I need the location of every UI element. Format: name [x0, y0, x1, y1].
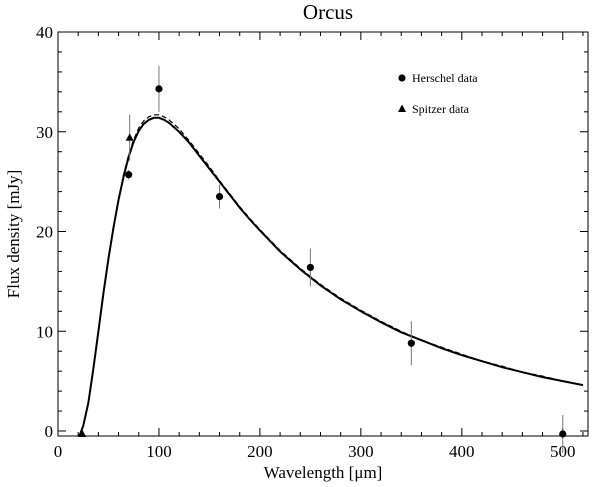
y-tick-label: 40: [36, 23, 53, 42]
legend-marker-herschel: [398, 74, 406, 82]
x-axis: 0 100 200 300 400 500: [54, 32, 584, 461]
legend-item-herschel: Herschel data: [398, 71, 478, 85]
spitzer-point: [125, 133, 134, 141]
y-axis-label: Flux density [mJy]: [4, 170, 23, 298]
x-tick-label: 200: [247, 442, 273, 461]
y-axis: 0 10 20 30 40: [36, 23, 588, 441]
model-curves: [77, 114, 584, 437]
y-tick-label: 30: [36, 123, 53, 142]
legend-item-spitzer: Spitzer data: [398, 102, 470, 116]
x-axis-label: Wavelength [μm]: [264, 463, 383, 482]
y-tick-label: 20: [36, 223, 53, 242]
legend-label-spitzer: Spitzer data: [412, 102, 470, 116]
legend-label-herschel: Herschel data: [412, 71, 478, 85]
plot-frame: [57, 31, 589, 437]
herschel-point: [155, 85, 163, 93]
data-points: [78, 65, 567, 453]
herschel-point: [306, 263, 314, 272]
legend-marker-spitzer: [398, 104, 406, 112]
chart-title: Orcus: [303, 0, 353, 24]
herschel-point: [559, 430, 567, 438]
model-curve-dashed: [77, 114, 584, 437]
legend: Herschel data Spitzer data: [398, 71, 478, 116]
herschel-point: [407, 339, 415, 347]
x-tick-label: 300: [348, 442, 374, 461]
y-tick-label: 10: [36, 322, 53, 341]
spitzer-point: [78, 429, 87, 438]
model-curve-solid: [77, 116, 584, 437]
herschel-point: [125, 171, 133, 179]
x-tick-label: 400: [449, 442, 475, 461]
y-tick-label: 0: [45, 422, 54, 441]
x-tick-label: 0: [54, 442, 63, 461]
herschel-point: [215, 192, 224, 201]
x-tick-label: 100: [146, 442, 172, 461]
